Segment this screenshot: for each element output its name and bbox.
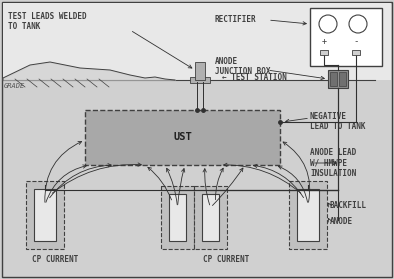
FancyBboxPatch shape bbox=[194, 186, 227, 249]
FancyBboxPatch shape bbox=[330, 72, 337, 86]
Text: TEST LEADS WELDED
TO TANK: TEST LEADS WELDED TO TANK bbox=[8, 12, 87, 32]
Text: CP CURRENT: CP CURRENT bbox=[32, 255, 78, 264]
FancyBboxPatch shape bbox=[195, 62, 205, 80]
Text: ← TEST STATION: ← TEST STATION bbox=[222, 73, 287, 83]
FancyBboxPatch shape bbox=[85, 110, 280, 165]
FancyBboxPatch shape bbox=[169, 194, 186, 241]
FancyBboxPatch shape bbox=[161, 186, 194, 249]
FancyBboxPatch shape bbox=[328, 70, 348, 88]
FancyBboxPatch shape bbox=[26, 181, 64, 249]
Bar bbox=[320, 50, 328, 55]
FancyBboxPatch shape bbox=[190, 77, 210, 83]
FancyBboxPatch shape bbox=[297, 189, 319, 241]
Text: -: - bbox=[353, 37, 359, 46]
Text: RECTIFIER: RECTIFIER bbox=[215, 16, 256, 25]
Text: CP CURRENT: CP CURRENT bbox=[203, 255, 249, 264]
FancyBboxPatch shape bbox=[310, 8, 382, 66]
FancyBboxPatch shape bbox=[2, 2, 392, 277]
FancyBboxPatch shape bbox=[3, 3, 391, 80]
FancyBboxPatch shape bbox=[289, 181, 327, 249]
Text: UST: UST bbox=[173, 133, 192, 143]
Text: ANODE: ANODE bbox=[330, 218, 353, 227]
Text: +: + bbox=[322, 37, 327, 46]
FancyBboxPatch shape bbox=[34, 189, 56, 241]
Text: GRADE: GRADE bbox=[4, 83, 25, 89]
FancyBboxPatch shape bbox=[202, 194, 219, 241]
Text: BACKFILL: BACKFILL bbox=[330, 201, 367, 210]
Bar bbox=[352, 50, 360, 55]
Text: NEGATIVE
LEAD TO TANK: NEGATIVE LEAD TO TANK bbox=[310, 112, 366, 131]
FancyBboxPatch shape bbox=[339, 72, 346, 86]
Text: ANODE LEAD
W/ HMWPE
INSULATION: ANODE LEAD W/ HMWPE INSULATION bbox=[310, 148, 356, 178]
Text: ANODE
JUNCTION BOX: ANODE JUNCTION BOX bbox=[215, 57, 271, 76]
